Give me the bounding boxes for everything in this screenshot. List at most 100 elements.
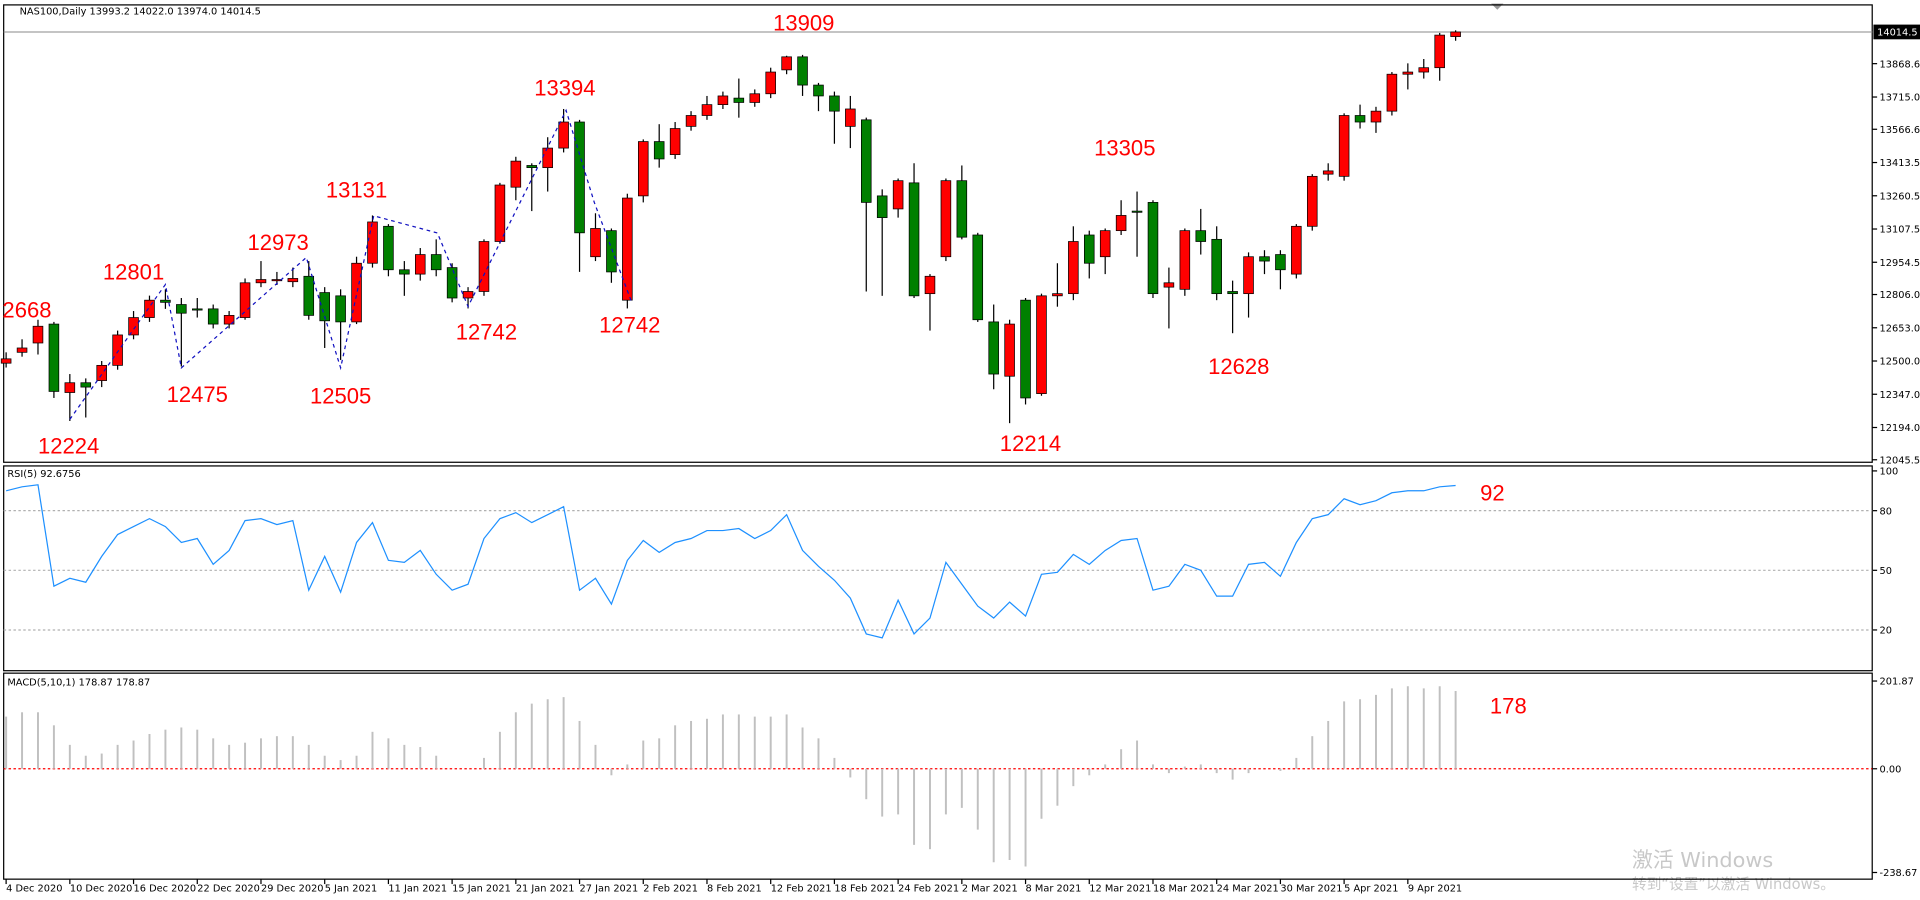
candle-body (876, 195, 888, 218)
candle-body (64, 382, 76, 393)
y-tick-label: 50 (1880, 566, 1892, 577)
x-tick-label: 22 Dec 2020 (197, 883, 260, 894)
candle-body (1179, 230, 1191, 290)
candle-body (48, 323, 60, 392)
candle-body (542, 147, 553, 169)
chart-title: NAS100,Daily 13993.2 14022.0 13974.0 140… (20, 7, 261, 18)
annotation: 12742 (599, 312, 660, 337)
candle-body (781, 56, 792, 71)
candle-body (1131, 210, 1143, 213)
candle-body (637, 141, 649, 197)
candle-body (414, 254, 426, 275)
y-tick-label: 12954.5 (1880, 258, 1920, 269)
candle-body (829, 95, 840, 112)
candle-body (1322, 170, 1334, 175)
candle-body (399, 269, 410, 275)
price-label: 14014.5 (1877, 28, 1918, 39)
y-tick-label: -238.67 (1880, 868, 1918, 879)
candle-body (160, 299, 171, 303)
candle-body (1052, 293, 1063, 297)
candle-body (1338, 115, 1350, 177)
candle-body (112, 334, 123, 366)
y-tick-label: 13868.6 (1880, 59, 1920, 70)
candle-body (446, 267, 458, 299)
candle-body (478, 241, 490, 292)
candle-body (653, 141, 665, 160)
x-tick-label: 5 Apr 2021 (1344, 883, 1398, 894)
candle-body (1099, 230, 1111, 258)
candle-body (510, 160, 522, 188)
candle-body (16, 347, 28, 353)
y-tick-label: 13260.5 (1880, 191, 1920, 202)
annotation: 12628 (1208, 354, 1269, 379)
candle-body (1450, 31, 1461, 37)
watermark: 转到“设置”以激活 Windows。 (1632, 876, 1835, 893)
y-tick-label: 12194.0 (1880, 423, 1920, 434)
candle-body (430, 254, 442, 271)
candle-body (1418, 67, 1430, 73)
annotation: 12973 (248, 230, 309, 255)
candle-body (988, 321, 999, 375)
candle-body (526, 165, 538, 169)
annotation: 12505 (310, 383, 371, 408)
candle-body (940, 180, 952, 258)
candle-body (287, 278, 299, 283)
watermark: 激活 Windows (1632, 848, 1773, 872)
candle-body (303, 275, 315, 316)
y-tick-label: 13107.5 (1880, 225, 1920, 236)
x-tick-label: 2 Feb 2021 (643, 883, 698, 894)
axis-panel (1872, 0, 1919, 880)
candle-body (1004, 323, 1015, 377)
annotation: 12801 (103, 260, 164, 285)
candle-body (622, 197, 633, 301)
annotation: 12214 (1000, 431, 1061, 456)
candle-body (1211, 238, 1222, 295)
price-label-box (1873, 24, 1920, 40)
candle-body (1020, 299, 1031, 399)
y-tick-label: 20 (1880, 626, 1892, 637)
candle-body (0, 358, 12, 364)
x-tick-label: 29 Dec 2020 (261, 883, 324, 894)
x-tick-label: 21 Jan 2021 (516, 883, 575, 894)
candle-body (972, 234, 984, 321)
y-tick-label: 80 (1880, 506, 1892, 517)
y-tick-label: 13715.0 (1880, 93, 1920, 104)
x-tick-label: 8 Feb 2021 (707, 883, 762, 894)
candle-body (351, 262, 362, 323)
annotation: 178 (1490, 694, 1527, 719)
x-tick-label: 11 Jan 2021 (388, 883, 447, 894)
x-tick-label: 18 Mar 2021 (1153, 883, 1215, 894)
candle-body (797, 56, 808, 86)
x-tick-label: 5 Jan 2021 (325, 883, 377, 894)
annotation: 13305 (1094, 136, 1155, 161)
x-tick-label: 24 Mar 2021 (1217, 883, 1279, 894)
x-tick-label: 16 Dec 2020 (134, 883, 197, 894)
y-tick-label: 100 (1880, 467, 1899, 478)
candle-body (1354, 115, 1366, 123)
annotation: 13909 (773, 11, 834, 36)
candle-body (1068, 241, 1079, 295)
candle-body (80, 382, 92, 388)
x-tick-label: 30 Mar 2021 (1280, 883, 1342, 894)
y-tick-label: 12045.5 (1880, 455, 1920, 466)
y-tick-label: 13413.5 (1880, 158, 1920, 169)
pane-border (3, 672, 1873, 880)
rsi-title: RSI(5) 92.6756 (7, 469, 80, 480)
annotation: 13131 (326, 177, 387, 202)
y-tick-label: 12347.0 (1880, 390, 1920, 401)
candle-body (1386, 73, 1398, 112)
x-tick-label: 10 Dec 2020 (70, 883, 133, 894)
candle-body (669, 128, 681, 155)
candle-body (239, 282, 251, 318)
candle-body (383, 225, 394, 271)
candle-body (733, 97, 745, 103)
candle-body (845, 108, 856, 127)
x-tick-label: 2 Mar 2021 (962, 883, 1018, 894)
candle-body (860, 119, 872, 203)
annotation: 13394 (534, 76, 595, 101)
candle-body (319, 292, 330, 322)
candle-body (255, 279, 267, 284)
candle-body (956, 180, 968, 238)
